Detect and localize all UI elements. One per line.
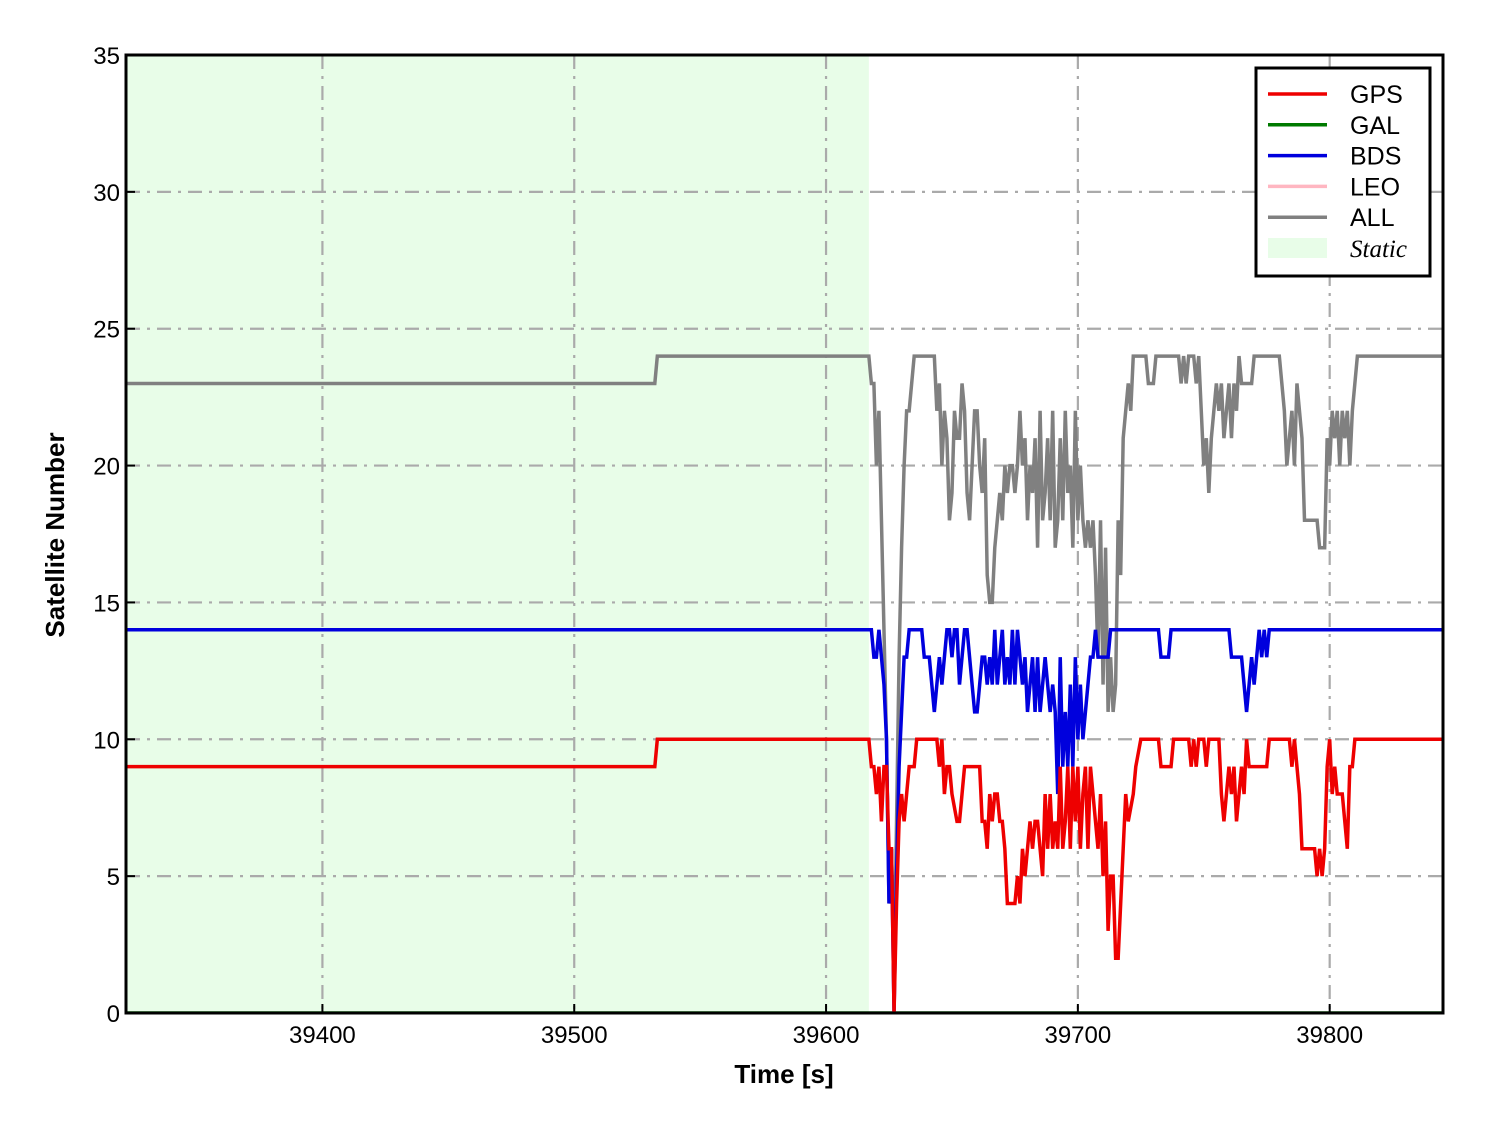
legend-label-leo: LEO [1350, 173, 1400, 201]
y-tick-label: 5 [107, 864, 120, 891]
series-line-gps [126, 737, 1443, 1013]
x-tick-label: 39700 [1044, 1022, 1111, 1049]
legend-swatch-static [1268, 238, 1327, 258]
y-tick-label: 15 [93, 590, 120, 617]
tick-layer: 39400 39500 39600 39700 39800 0 5 10 15 20 25 30 35 [93, 43, 1363, 1049]
x-tick-label: 39800 [1296, 1022, 1363, 1049]
legend-label-all: ALL [1350, 204, 1395, 232]
grid-layer [126, 55, 1443, 1013]
y-tick-label: 0 [107, 1001, 120, 1028]
legend-label-bds: BDS [1350, 143, 1401, 171]
legend-label-gps: GPS [1350, 81, 1403, 109]
series-line-all [126, 354, 1443, 986]
x-tick-label: 39400 [289, 1022, 356, 1049]
y-tick-label: 20 [93, 454, 120, 481]
y-axis-title: Satellite Number [40, 432, 70, 637]
series-line-bds [126, 628, 1443, 1013]
x-tick-label: 39500 [541, 1022, 608, 1049]
y-tick-label: 30 [93, 180, 120, 207]
y-tick-label: 10 [93, 727, 120, 754]
x-axis-title: Time [s] [734, 1059, 833, 1089]
x-tick-label: 39600 [793, 1022, 860, 1049]
static-region-layer [126, 55, 869, 1013]
static-region [126, 55, 869, 1013]
legend-label-static: Static [1350, 236, 1407, 263]
y-tick-label: 35 [93, 43, 120, 70]
plot-frame [124, 53, 1445, 1015]
series-layer [126, 354, 1443, 1013]
legend-label-gal: GAL [1350, 112, 1400, 140]
y-tick-label: 25 [93, 317, 120, 344]
